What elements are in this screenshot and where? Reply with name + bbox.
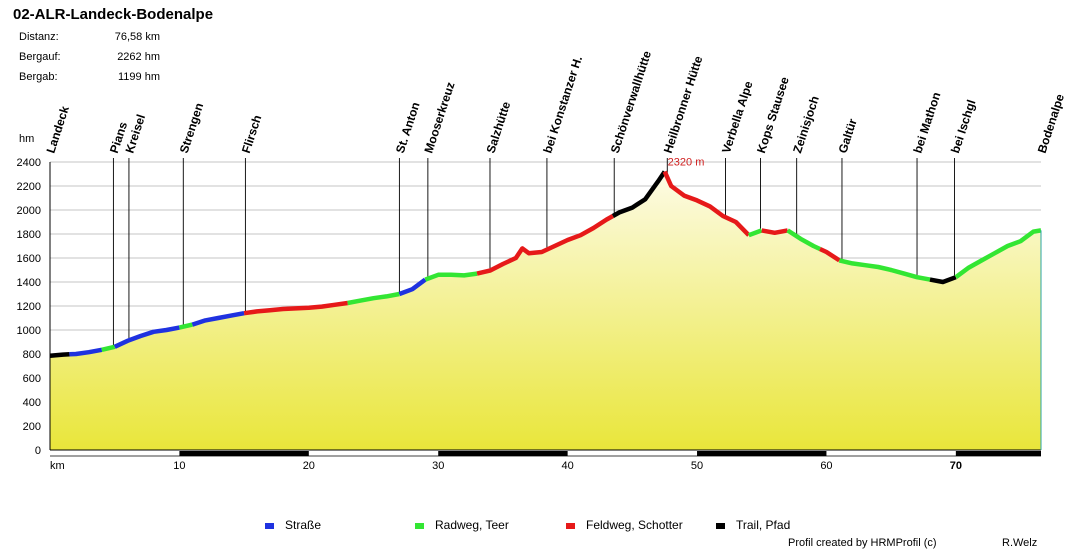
y-tick-label: 1800 <box>17 229 41 241</box>
y-unit-label: hm <box>19 133 34 145</box>
stat-ascent-value: 2262 hm <box>117 51 160 63</box>
y-tick-label: 1400 <box>17 277 41 289</box>
profile-segment-radweg <box>424 271 478 282</box>
waypoint-label: Verbella Alpe <box>719 79 756 155</box>
profile-line-segments <box>49 170 1042 359</box>
y-tick-label: 400 <box>23 397 41 409</box>
waypoint-markers <box>112 158 956 348</box>
waypoint-label: Flirsch <box>239 113 264 155</box>
waypoint-label: Salzhütte <box>484 100 514 155</box>
waypoint-label: Galtür <box>836 117 860 155</box>
profile-segment-strasse <box>191 310 245 327</box>
y-tick-label: 600 <box>23 373 41 385</box>
x-tick-label: 10 <box>173 460 185 472</box>
waypoint-label: bei Ischgl <box>948 98 978 155</box>
x-tick-label: 30 <box>432 460 444 472</box>
y-tick-label: 1000 <box>17 325 41 337</box>
profile-segment-trail <box>611 170 667 218</box>
waypoint-label: Heilbronner Hütte <box>661 54 706 155</box>
legend-swatch-strasse <box>265 523 274 529</box>
legend-label-strasse: Straße <box>285 518 322 532</box>
y-tick-label: 2200 <box>17 181 41 193</box>
profile-segment-radweg <box>786 228 821 252</box>
profile-segment-radweg <box>954 228 1042 280</box>
y-tick-label: 2400 <box>17 157 41 169</box>
waypoint-label: St. Anton <box>393 100 423 155</box>
axes: km 10 20 30 40 50 60 70 <box>49 162 1042 472</box>
legend-label-trail: Trail, Pfad <box>736 518 791 532</box>
legend-label-feldweg: Feldweg, Schotter <box>586 518 683 532</box>
profile-segment-radweg <box>178 322 193 330</box>
waypoint-label: Mooserkreuz <box>421 80 457 155</box>
waypoint-label: Schönverwallhütte <box>608 49 654 155</box>
profile-segment-trail <box>929 275 957 285</box>
x-tick-label: 40 <box>562 460 574 472</box>
elevation-area <box>50 171 1041 450</box>
y-tick-label: 800 <box>23 349 41 361</box>
y-tick-label: 0 <box>35 445 41 457</box>
stat-distance-label: Distanz: <box>19 31 59 43</box>
profile-segment-radweg <box>838 258 931 282</box>
waypoint-label: Kops Stausee <box>754 75 792 155</box>
profile-segment-feldweg <box>476 214 615 276</box>
legend-swatch-radweg <box>415 523 424 529</box>
profile-segment-feldweg <box>662 170 751 237</box>
chart-title: 02-ALR-Landeck-Bodenalpe <box>13 6 213 23</box>
footer-credit: Profil created by HRMProfil (c) <box>788 537 937 549</box>
x-tick-label: 20 <box>303 460 315 472</box>
profile-segment-feldweg <box>243 300 348 316</box>
y-tick-label: 200 <box>23 421 41 433</box>
stat-descent-value: 1199 hm <box>118 71 160 83</box>
profile-segment-feldweg <box>761 228 789 236</box>
profile-segment-feldweg <box>819 246 841 263</box>
y-tick-label: 2000 <box>17 205 41 217</box>
x-scale-band <box>179 451 309 456</box>
y-tick-label: 1600 <box>17 253 41 265</box>
x-scale-band <box>697 451 827 456</box>
legend-swatch-trail <box>716 523 725 529</box>
peak-elevation-label: 2320 m <box>668 157 705 169</box>
waypoint-label: bei Mathon <box>911 90 944 155</box>
profile-segment-strasse <box>69 347 103 357</box>
y-tick-label: 1200 <box>17 301 41 313</box>
waypoint-label: bei Konstanzer H. <box>540 54 585 155</box>
stat-descent-label: Bergab: <box>19 71 58 83</box>
waypoint-label: Strengen <box>177 101 206 155</box>
x-tick-label: 50 <box>691 460 703 472</box>
profile-segment-radweg <box>347 291 400 306</box>
profile-segment-strasse <box>398 277 427 297</box>
profile-segment-trail <box>49 352 70 359</box>
legend-swatch-feldweg <box>566 523 575 529</box>
x-scale-band <box>955 451 1041 456</box>
footer-author: R.Welz <box>1002 537 1038 549</box>
x-axis-unit-label: km <box>50 460 65 472</box>
stat-ascent-label: Bergauf: <box>19 51 61 63</box>
x-scale-band <box>438 451 568 456</box>
stat-distance-value: 76,58 km <box>114 31 160 43</box>
x-tick-label: 70 <box>950 460 962 472</box>
profile-segment-strasse <box>113 325 180 349</box>
waypoint-label: Zeinisjoch <box>790 94 822 155</box>
waypoint-label: Bodenalpe <box>1035 92 1067 155</box>
waypoint-label: Landeck <box>44 104 72 155</box>
profile-segment-radweg <box>748 228 763 238</box>
legend-label-radweg: Radweg, Teer <box>435 518 509 532</box>
profile-segment-radweg <box>101 344 116 352</box>
x-tick-label: 60 <box>820 460 832 472</box>
